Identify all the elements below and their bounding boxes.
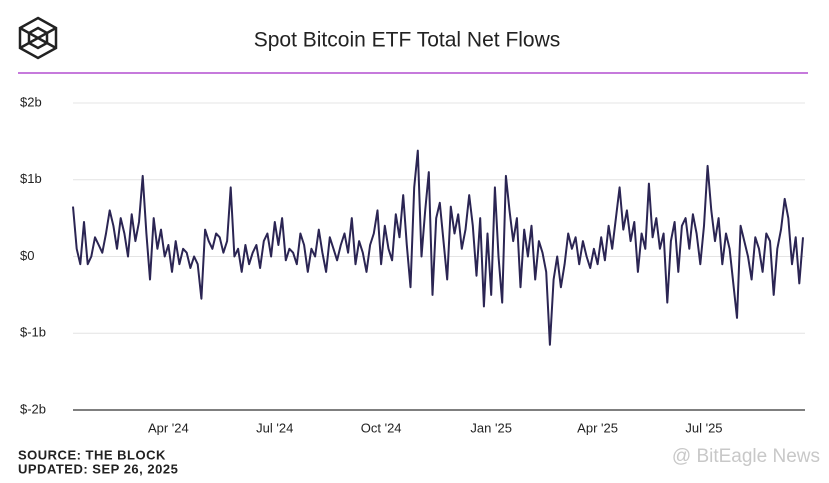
y-tick-label: $0	[20, 248, 34, 263]
logo	[18, 16, 58, 60]
chart-title: Spot Bitcoin ETF Total Net Flows	[254, 29, 561, 52]
flow-line	[72, 149, 804, 346]
x-tick-label: Apr '25	[577, 420, 618, 435]
x-tick-label: Apr '24	[148, 420, 189, 435]
y-tick-label: $-2b	[20, 401, 46, 416]
x-tick-label: Jul '25	[685, 420, 722, 435]
y-tick-label: $-1b	[20, 325, 46, 340]
source: SOURCE: THE BLOCK	[18, 447, 166, 462]
y-tick-label: $2b	[20, 94, 42, 109]
x-tick-label: Jul '24	[256, 420, 293, 435]
x-tick-label: Jan '25	[470, 420, 512, 435]
watermark: @ BitEagle News	[672, 446, 820, 467]
updated: UPDATED: SEP 26, 2025	[18, 461, 178, 476]
y-tick-label: $1b	[20, 171, 42, 186]
x-tick-label: Oct '24	[361, 420, 402, 435]
